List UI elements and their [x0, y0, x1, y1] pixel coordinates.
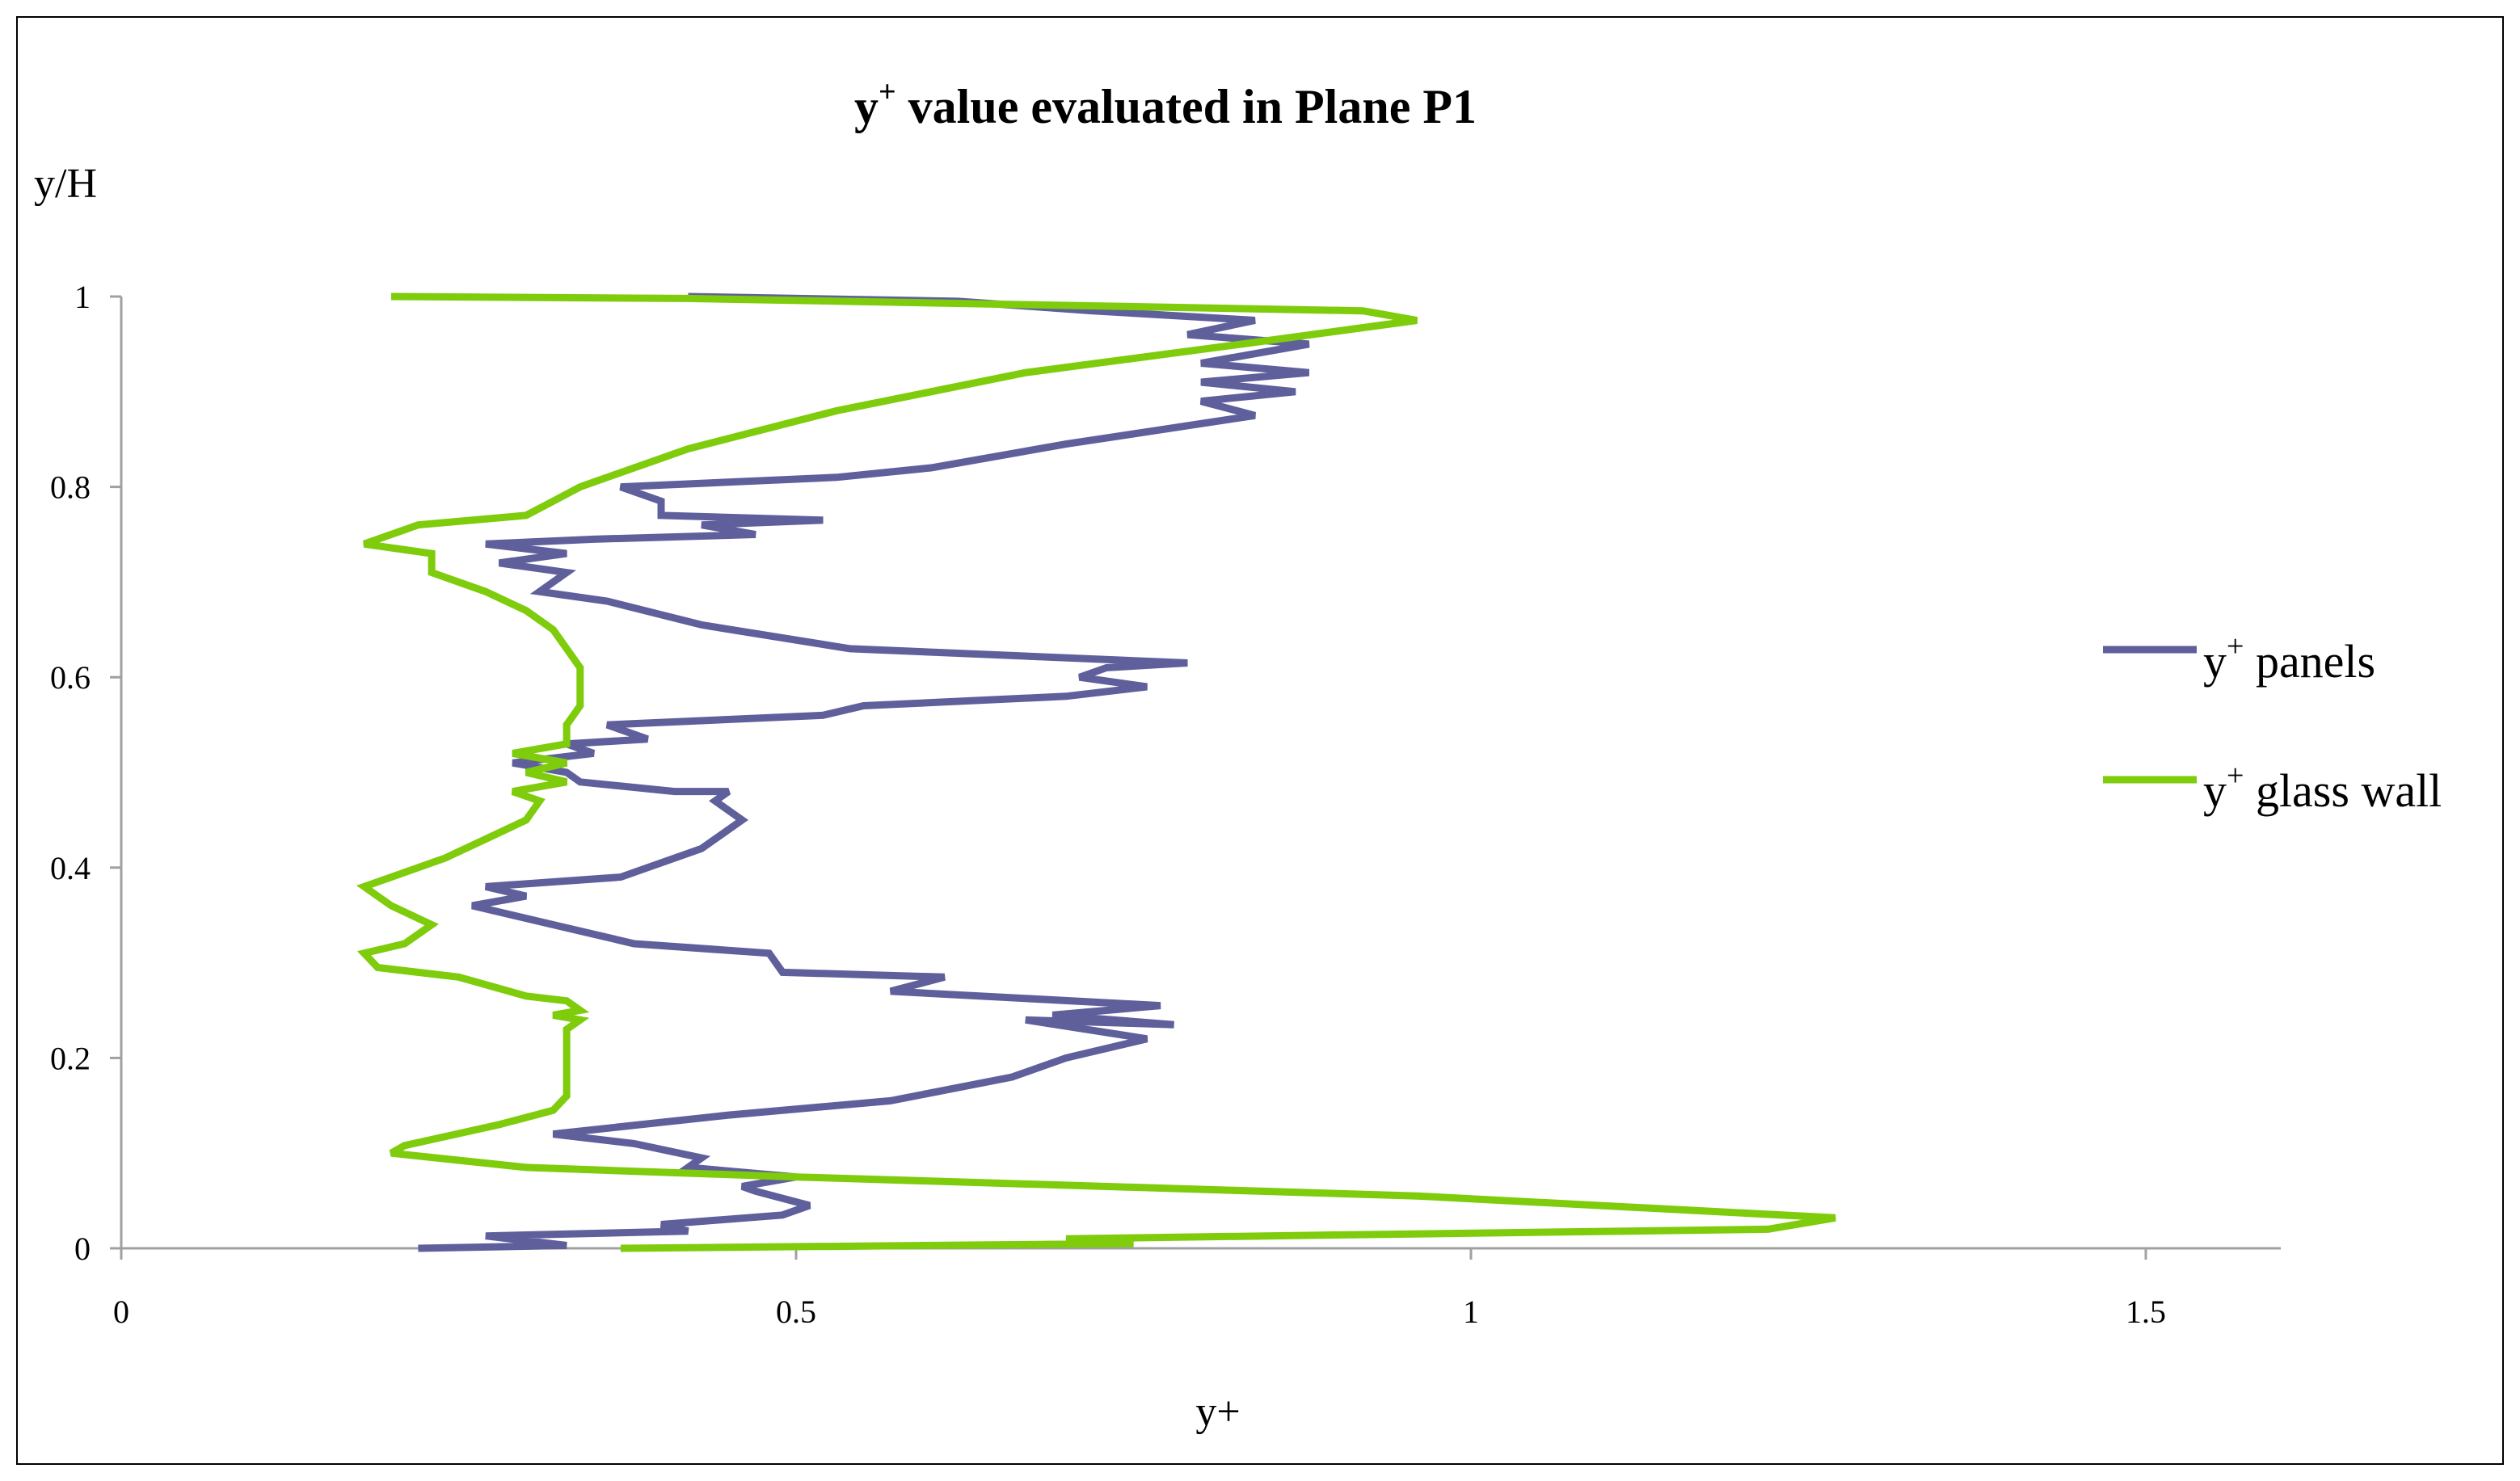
- y-tick-label: 0.2: [50, 1040, 91, 1076]
- legend: y+ panels y+ glass wall: [2103, 629, 2442, 817]
- y-tick-label: 1: [74, 279, 91, 315]
- y-axis-label: y/H: [34, 161, 97, 207]
- legend-label-glass-wall: y+ glass wall: [2203, 759, 2442, 817]
- y-tick-label: 0: [74, 1231, 91, 1267]
- chart-svg: y+ value evaluated in Plane P1 y/H y+ 00…: [34, 75, 2442, 1435]
- series-line-panels: [418, 292, 1310, 1252]
- x-tick-label: 1.5: [2126, 1294, 2166, 1330]
- x-tick-label: 1: [1463, 1294, 1479, 1330]
- plot-series: [356, 292, 1836, 1252]
- y-tick-label: 0.8: [50, 469, 91, 506]
- chart-title: y+ value evaluated in Plane P1: [854, 75, 1477, 133]
- axes: 0 0.2 0.4 0.6 0.8 1 0 0.5 1 1.5: [50, 279, 2281, 1330]
- x-tick-label: 0: [113, 1294, 129, 1330]
- x-axis-label: y+: [1195, 1389, 1240, 1435]
- series-line-glass-wall: [356, 292, 1836, 1252]
- y-tick-label: 0.6: [50, 659, 91, 696]
- legend-label-panels: y+ panels: [2203, 629, 2375, 688]
- y-tick-label: 0.4: [50, 850, 91, 886]
- x-tick-label: 0.5: [776, 1294, 816, 1330]
